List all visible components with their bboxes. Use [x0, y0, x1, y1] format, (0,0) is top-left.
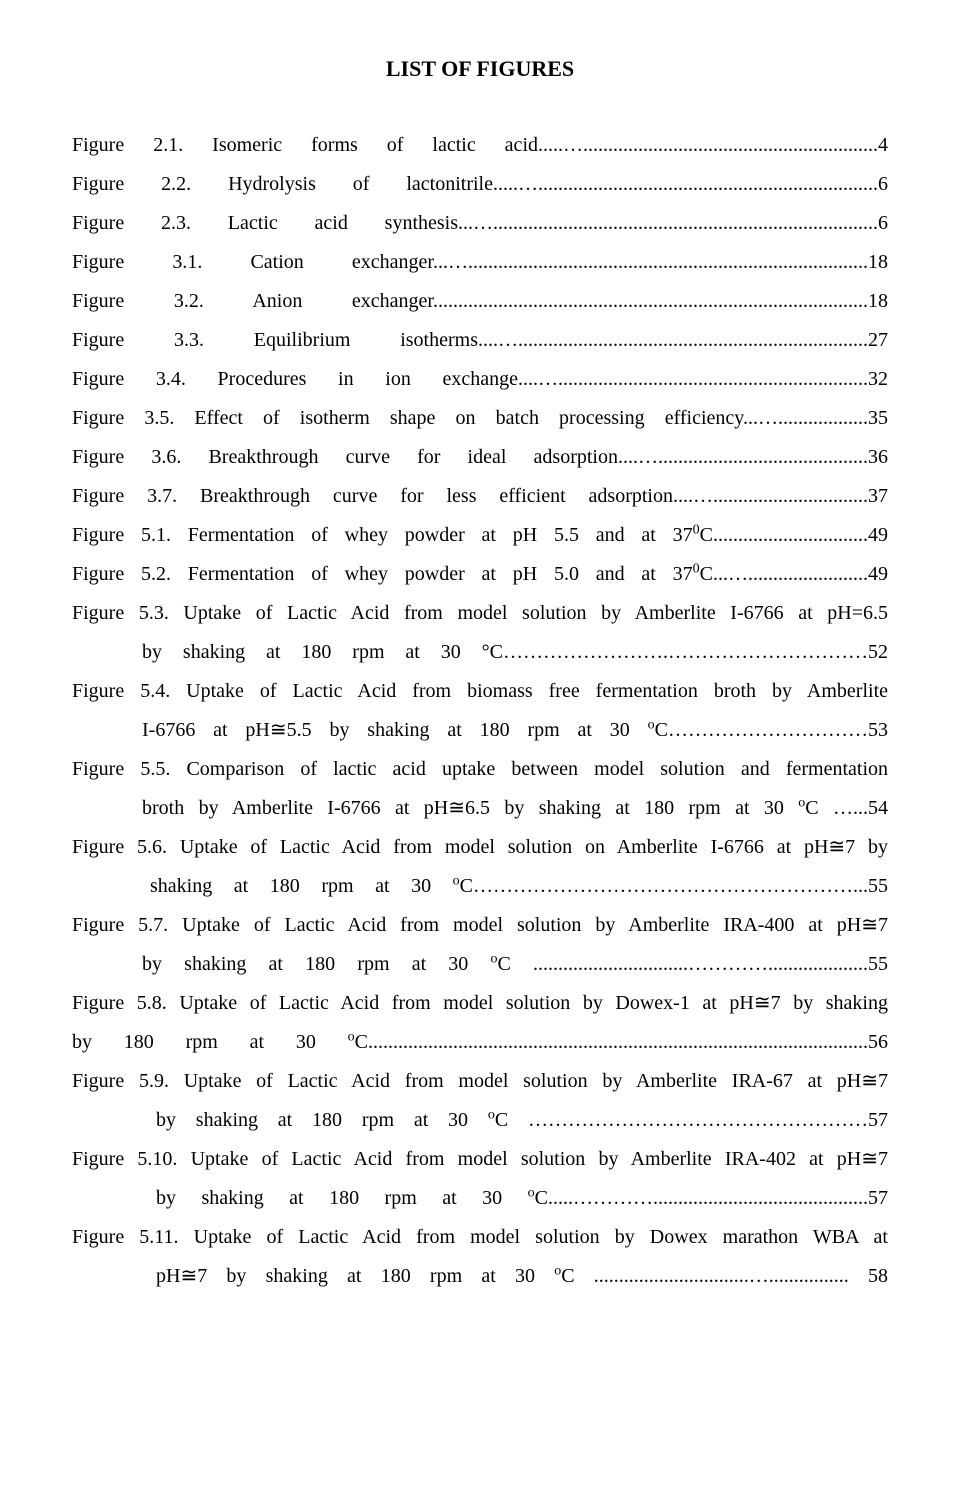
figure-entry: Figure 2.1. Isomeric forms of lactic aci…	[72, 126, 888, 165]
figure-entry: Figure 5.2. Fermentation of whey powder …	[72, 555, 888, 594]
figure-entry-line: broth by Amberlite I-6766 at pH≅6.5 by s…	[72, 789, 888, 828]
figure-entry: Figure 3.2. Anion exchanger.............…	[72, 282, 888, 321]
figure-entry: Figure 5.1. Fermentation of whey powder …	[72, 516, 888, 555]
figure-entry: Figure 2.3. Lactic acid synthesis...…...…	[72, 204, 888, 243]
figure-entry: Figure 3.1. Cation exchanger...…........…	[72, 243, 888, 282]
figure-entry-line: by shaking at 180 rpm at 30 oC …………………………	[72, 1101, 888, 1140]
figure-entry: Figure 3.6. Breakthrough curve for ideal…	[72, 438, 888, 477]
figure-entry: Figure 3.4. Procedures in ion exchange..…	[72, 360, 888, 399]
figure-entry-line: Figure 5.5. Comparison of lactic acid up…	[72, 750, 888, 789]
figure-entry-line: pH≅7 by shaking at 180 rpm at 30 oC ....…	[72, 1257, 888, 1296]
figure-list: Figure 2.1. Isomeric forms of lactic aci…	[72, 126, 888, 1296]
figure-entry: Figure 2.2. Hydrolysis of lactonitrile..…	[72, 165, 888, 204]
figure-entry-line: by 180 rpm at 30 oC.....................…	[72, 1023, 888, 1062]
figure-entry-line: Figure 5.3. Uptake of Lactic Acid from m…	[72, 594, 888, 633]
figure-entry-line: by shaking at 180 rpm at 30 oC .........…	[72, 945, 888, 984]
figure-entry-line: Figure 5.11. Uptake of Lactic Acid from …	[72, 1218, 888, 1257]
figure-entry-line: I-6766 at pH≅5.5 by shaking at 180 rpm a…	[72, 711, 888, 750]
page-title: LIST OF FIGURES	[72, 56, 888, 82]
figure-entry-line: Figure 5.4. Uptake of Lactic Acid from b…	[72, 672, 888, 711]
figure-entry-line: shaking at 180 rpm at 30 oC……………………………………	[72, 867, 888, 906]
figure-entry: Figure 3.7. Breakthrough curve for less …	[72, 477, 888, 516]
figure-entry-line: Figure 5.7. Uptake of Lactic Acid from m…	[72, 906, 888, 945]
figure-entry-line: Figure 5.6. Uptake of Lactic Acid from m…	[72, 828, 888, 867]
figure-entry-line: Figure 5.9. Uptake of Lactic Acid from m…	[72, 1062, 888, 1101]
figure-entry-line: Figure 5.8. Uptake of Lactic Acid from m…	[72, 984, 888, 1023]
figure-entry: Figure 3.5. Effect of isotherm shape on …	[72, 399, 888, 438]
figure-entry: Figure 3.3. Equilibrium isotherms....…..…	[72, 321, 888, 360]
figure-entry-line: by shaking at 180 rpm at 30 oC.....………….…	[72, 1179, 888, 1218]
figure-entry-line: Figure 5.10. Uptake of Lactic Acid from …	[72, 1140, 888, 1179]
figure-entry-line: by shaking at 180 rpm at 30 °C…………………….……	[72, 633, 888, 672]
